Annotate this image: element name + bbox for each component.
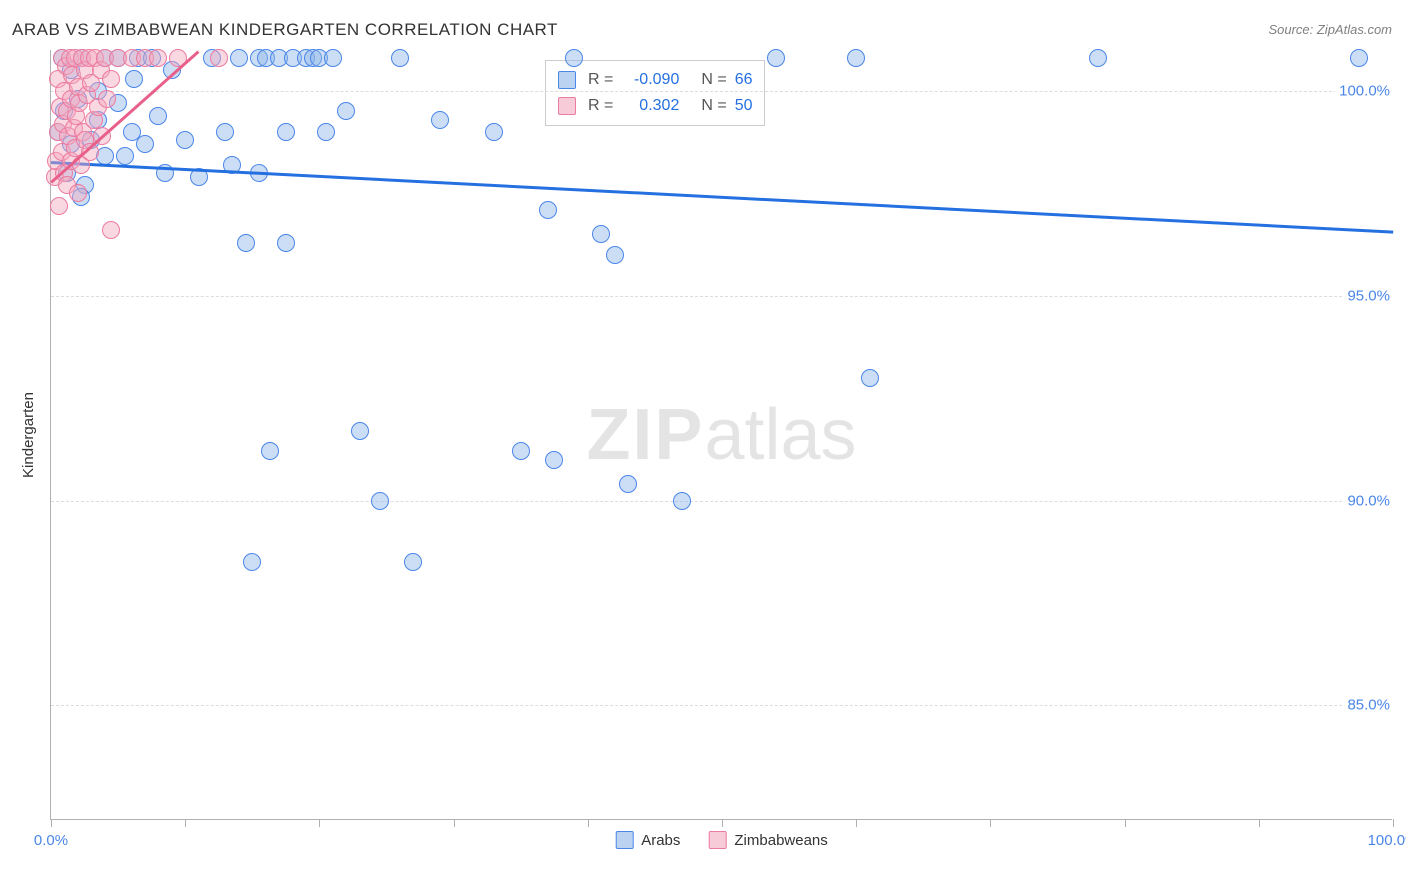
xtick <box>51 819 52 827</box>
data-point <box>210 49 228 67</box>
watermark-bold: ZIP <box>586 395 704 475</box>
data-point <box>673 492 691 510</box>
xtick <box>1393 819 1394 827</box>
r-value-arabs: -0.090 <box>621 67 679 93</box>
n-value-arabs: 66 <box>735 67 753 93</box>
data-point <box>69 184 87 202</box>
regression-line <box>51 161 1393 233</box>
xtick <box>1125 819 1126 827</box>
gridline <box>51 705 1392 706</box>
data-point <box>98 90 116 108</box>
data-point <box>431 111 449 129</box>
data-point <box>485 123 503 141</box>
xtick <box>856 819 857 827</box>
data-point <box>243 553 261 571</box>
data-point <box>261 442 279 460</box>
legend-label-zim: Zimbabweans <box>734 832 827 849</box>
ytick-label: 90.0% <box>1343 490 1394 511</box>
n-label: N = <box>701 67 726 93</box>
legend-item-zimbabweans: Zimbabweans <box>708 831 827 849</box>
xtick-label: 100.0% <box>1368 832 1406 849</box>
watermark-rest: atlas <box>704 395 856 475</box>
data-point <box>512 442 530 460</box>
xtick <box>722 819 723 827</box>
watermark: ZIPatlas <box>586 394 856 476</box>
gridline <box>51 91 1392 92</box>
y-axis-label: Kindergarten <box>20 392 37 478</box>
data-point <box>404 553 422 571</box>
xtick <box>454 819 455 827</box>
data-point <box>277 234 295 252</box>
data-point <box>149 49 167 67</box>
legend-label-arabs: Arabs <box>641 832 680 849</box>
n-value-zim: 50 <box>735 93 753 119</box>
data-point <box>1350 49 1368 67</box>
swatch-pink-icon <box>708 831 726 849</box>
xtick <box>319 819 320 827</box>
data-point <box>50 197 68 215</box>
chart-title: ARAB VS ZIMBABWEAN KINDERGARTEN CORRELAT… <box>12 20 558 40</box>
data-point <box>337 102 355 120</box>
legend-series: Arabs Zimbabweans <box>615 831 828 849</box>
legend-item-arabs: Arabs <box>615 831 680 849</box>
swatch-blue-icon <box>558 71 576 89</box>
data-point <box>539 201 557 219</box>
data-point <box>102 70 120 88</box>
data-point <box>149 107 167 125</box>
xtick <box>588 819 589 827</box>
ytick-label: 95.0% <box>1343 285 1394 306</box>
xtick <box>1259 819 1260 827</box>
gridline <box>51 296 1392 297</box>
data-point <box>216 123 234 141</box>
data-point <box>230 49 248 67</box>
data-point <box>545 451 563 469</box>
legend-correlation: R = -0.090 N = 66 R = 0.302 N = 50 <box>545 60 765 126</box>
data-point <box>606 246 624 264</box>
swatch-pink-icon <box>558 97 576 115</box>
data-point <box>351 422 369 440</box>
r-value-zim: 0.302 <box>621 93 679 119</box>
data-point <box>565 49 583 67</box>
data-point <box>592 225 610 243</box>
data-point <box>619 475 637 493</box>
xtick <box>990 819 991 827</box>
data-point <box>1089 49 1107 67</box>
data-point <box>136 135 154 153</box>
ytick-label: 100.0% <box>1335 80 1394 101</box>
r-label: R = <box>588 67 613 93</box>
data-point <box>847 49 865 67</box>
plot-area: ZIPatlas R = -0.090 N = 66 R = 0.302 N =… <box>50 50 1392 820</box>
data-point <box>116 147 134 165</box>
ytick-label: 85.0% <box>1343 695 1394 716</box>
data-point <box>324 49 342 67</box>
data-point <box>277 123 295 141</box>
n-label: N = <box>701 93 726 119</box>
data-point <box>861 369 879 387</box>
r-label: R = <box>588 93 613 119</box>
xtick-label: 0.0% <box>34 832 68 849</box>
swatch-blue-icon <box>615 831 633 849</box>
data-point <box>371 492 389 510</box>
data-point <box>391 49 409 67</box>
gridline <box>51 501 1392 502</box>
data-point <box>317 123 335 141</box>
data-point <box>102 221 120 239</box>
data-point <box>767 49 785 67</box>
source-label: Source: ZipAtlas.com <box>1268 22 1392 37</box>
legend-row-zimbabweans: R = 0.302 N = 50 <box>558 93 752 119</box>
data-point <box>176 131 194 149</box>
data-point <box>237 234 255 252</box>
xtick <box>185 819 186 827</box>
legend-row-arabs: R = -0.090 N = 66 <box>558 67 752 93</box>
data-point <box>125 70 143 88</box>
